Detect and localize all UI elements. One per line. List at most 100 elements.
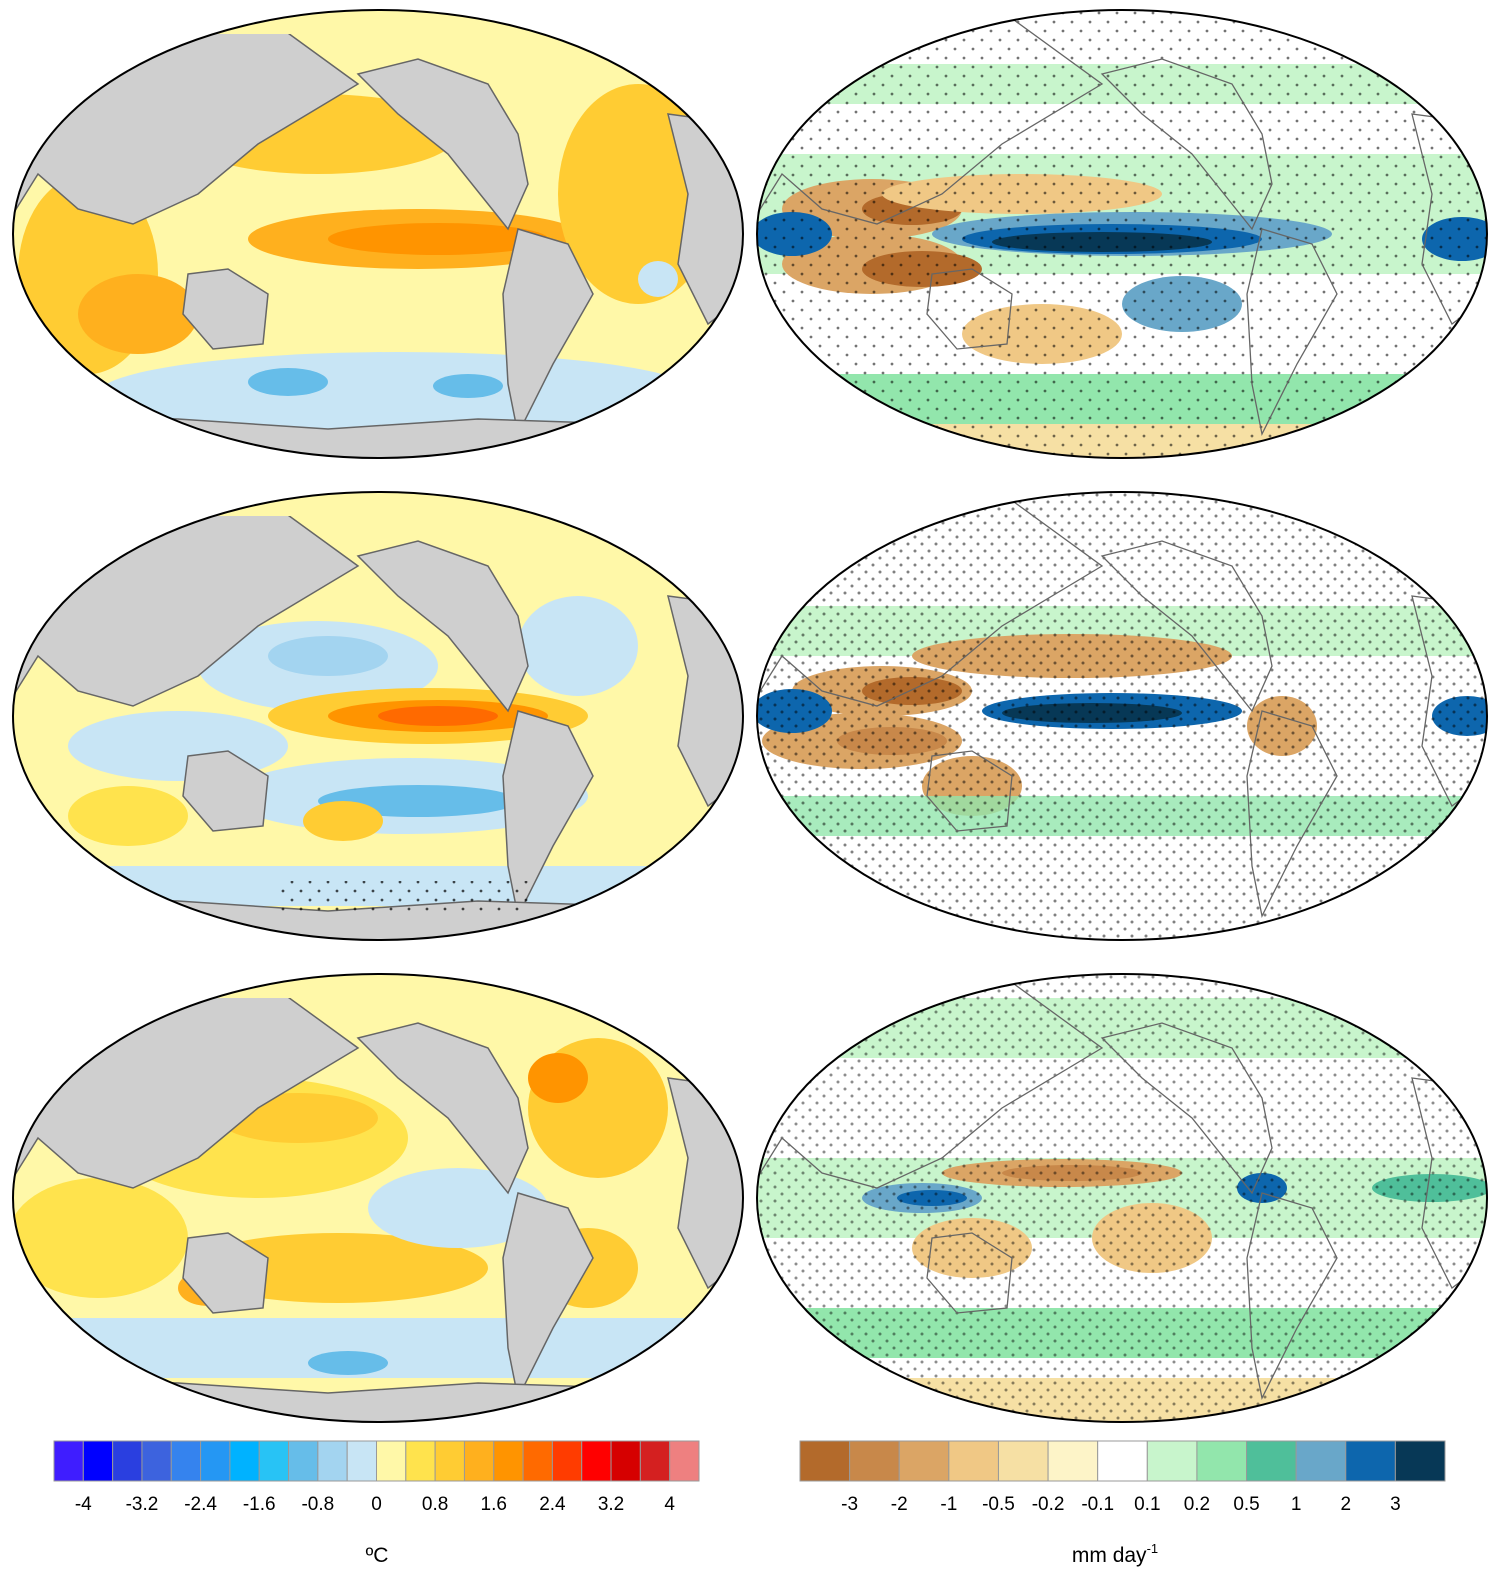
anomaly-region bbox=[638, 261, 678, 297]
arctic-ocean bbox=[13, 492, 743, 516]
temperature-colorbar-swatch bbox=[258, 1440, 290, 1482]
precipitation-colorbar-tick-label: -2 bbox=[891, 1494, 908, 1515]
map-outline bbox=[12, 973, 744, 1423]
sst-map-panel-1 bbox=[12, 9, 744, 459]
map-outline bbox=[756, 491, 1488, 941]
map-outline bbox=[12, 9, 744, 459]
precipitation-colorbar-swatch bbox=[1345, 1440, 1396, 1482]
temperature-colorbar-swatch bbox=[82, 1440, 114, 1482]
precipitation-colorbar-swatch bbox=[1097, 1440, 1148, 1482]
temperature-colorbar-swatch bbox=[170, 1440, 202, 1482]
land-north-america bbox=[356, 58, 529, 231]
temperature-colorbar-swatch bbox=[405, 1440, 436, 1482]
land-australia bbox=[182, 750, 269, 832]
temperature-colorbar-swatch bbox=[141, 1440, 172, 1482]
anomaly-region bbox=[68, 786, 188, 846]
temperature-colorbar-swatch bbox=[610, 1440, 641, 1482]
precipitation-colorbar-tick-label: -0.5 bbox=[982, 1494, 1015, 1515]
land-south-america bbox=[502, 710, 594, 919]
arctic-ocean bbox=[13, 974, 743, 998]
stippling bbox=[757, 974, 1487, 1422]
anomaly-region bbox=[268, 636, 388, 676]
precipitation-colorbar-swatch bbox=[799, 1440, 851, 1482]
temperature-colorbar-tick-label: 3.2 bbox=[598, 1494, 624, 1515]
precipitation-colorbar-swatch bbox=[1196, 1440, 1248, 1482]
temperature-colorbar-tick-label: 0.8 bbox=[422, 1494, 448, 1515]
precipitation-colorbar-tick-label: 3 bbox=[1390, 1494, 1401, 1515]
temperature-colorbar-swatch bbox=[288, 1440, 319, 1482]
temperature-colorbar-swatch bbox=[53, 1440, 84, 1482]
precipitation-colorbar-swatch bbox=[1295, 1440, 1347, 1482]
temperature-colorbar-swatch bbox=[669, 1440, 700, 1482]
sst-map-panel-2 bbox=[12, 491, 744, 941]
stippling bbox=[757, 492, 1487, 940]
precipitation-unit-superscript: -1 bbox=[1147, 1541, 1159, 1556]
precipitation-colorbar-swatch bbox=[997, 1440, 1049, 1482]
anomaly-region bbox=[308, 1351, 388, 1375]
precipitation-colorbar-tick-label: 1 bbox=[1291, 1494, 1302, 1515]
temperature-colorbar-tick-label: -3.2 bbox=[126, 1494, 159, 1515]
temperature-colorbar bbox=[53, 1440, 700, 1482]
temperature-colorbar-swatch bbox=[581, 1440, 612, 1482]
sst-map-panel-3 bbox=[12, 973, 744, 1423]
coastlines bbox=[757, 974, 1487, 1400]
temperature-colorbar-swatch bbox=[463, 1440, 495, 1482]
map-outline bbox=[756, 9, 1488, 459]
anomaly-region bbox=[328, 223, 548, 255]
anomaly-region bbox=[13, 1178, 188, 1298]
anomaly-region bbox=[78, 274, 198, 354]
stippling bbox=[278, 881, 528, 911]
precip-map-panel-2 bbox=[756, 491, 1488, 941]
precipitation-colorbar-swatch bbox=[1047, 1440, 1099, 1482]
precipitation-colorbar-tick-label: -1 bbox=[940, 1494, 957, 1515]
land-south-america bbox=[502, 228, 594, 437]
land-south-america bbox=[502, 1192, 594, 1401]
temperature-colorbar-tick-label: 0 bbox=[371, 1494, 382, 1515]
temperature-colorbar-swatch bbox=[639, 1440, 671, 1482]
precipitation-colorbar-swatch bbox=[898, 1440, 950, 1482]
precipitation-colorbar-tick-label: -3 bbox=[841, 1494, 858, 1515]
land-australia bbox=[182, 268, 269, 350]
temperature-colorbar-tick-label: 2.4 bbox=[539, 1494, 566, 1515]
anomaly-region bbox=[378, 706, 498, 726]
precip-map-panel-1 bbox=[756, 9, 1488, 459]
map-outline bbox=[756, 973, 1488, 1423]
precipitation-colorbar-labels: -3 -2 -1 -0.5 -0.2 -0.1 0.1 0.2 0.5 1 2 3 bbox=[841, 1494, 1401, 1515]
precipitation-colorbar-tick-label: 0.1 bbox=[1134, 1494, 1160, 1515]
arctic-ocean bbox=[13, 10, 743, 34]
temperature-colorbar-labels: -4 -3.2 -2.4 -1.6 -0.8 0 0.8 1.6 2.4 3.2 4 bbox=[75, 1494, 676, 1515]
precipitation-colorbar-swatch bbox=[1394, 1440, 1446, 1482]
anomaly-region bbox=[248, 368, 328, 396]
anomaly-region bbox=[528, 1053, 588, 1103]
anomaly-region bbox=[368, 1168, 548, 1248]
precipitation-colorbar-tick-label: -0.2 bbox=[1032, 1494, 1065, 1515]
temperature-colorbar-swatch bbox=[376, 1440, 407, 1482]
temperature-colorbar-tick-label: -4 bbox=[75, 1494, 92, 1515]
precipitation-unit-main: mm day bbox=[1072, 1544, 1147, 1567]
temperature-colorbar-swatch bbox=[434, 1440, 465, 1482]
temperature-colorbar-swatch bbox=[229, 1440, 260, 1482]
temperature-unit-label: ºC bbox=[366, 1544, 389, 1567]
temperature-colorbar-swatch bbox=[317, 1440, 348, 1482]
precipitation-colorbar-swatch bbox=[1246, 1440, 1297, 1482]
temperature-colorbar-tick-label: -1.6 bbox=[243, 1494, 276, 1515]
temperature-colorbar-tick-label: 1.6 bbox=[481, 1494, 507, 1515]
temperature-colorbar-swatch bbox=[493, 1440, 524, 1482]
anomaly-region bbox=[303, 801, 383, 841]
precipitation-colorbar-tick-label: 0.5 bbox=[1233, 1494, 1259, 1515]
map-outline bbox=[12, 491, 744, 941]
temperature-colorbar-swatch bbox=[112, 1440, 143, 1482]
precipitation-colorbar-tick-label: -0.1 bbox=[1081, 1494, 1114, 1515]
coastlines bbox=[757, 10, 1487, 436]
coastlines bbox=[757, 492, 1487, 918]
temperature-colorbar-tick-label: -0.8 bbox=[301, 1494, 334, 1515]
temperature-colorbar-swatch bbox=[522, 1440, 553, 1482]
precipitation-colorbar-tick-label: 2 bbox=[1340, 1494, 1351, 1515]
precipitation-unit-label: mm day-1 bbox=[1072, 1541, 1158, 1567]
temperature-colorbar-swatch bbox=[200, 1440, 231, 1482]
land-north-america bbox=[356, 1022, 529, 1195]
precipitation-colorbar-swatch bbox=[948, 1440, 999, 1482]
temperature-colorbar-tick-label: 4 bbox=[664, 1494, 675, 1515]
temperature-colorbar-tick-label: -2.4 bbox=[184, 1494, 217, 1515]
